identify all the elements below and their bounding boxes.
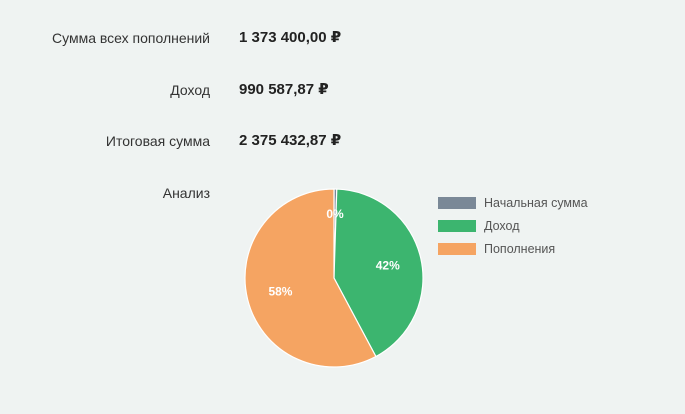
income-value: 990 587,87 ₽ xyxy=(239,81,329,98)
pie-label-deposits: 58% xyxy=(268,284,292,298)
income-row: Доход 990 587,87 ₽ xyxy=(0,80,685,104)
legend-item-initial-sum[interactable]: Начальная сумма xyxy=(438,195,588,211)
pie-label-income: 42% xyxy=(376,258,400,272)
legend-item-deposits[interactable]: Пополнения xyxy=(438,241,588,257)
legend-label: Пополнения xyxy=(484,242,556,256)
pie-chart: 0% 42% 58% xyxy=(244,188,424,368)
legend-label: Доход xyxy=(484,219,520,233)
legend-label: Начальная сумма xyxy=(484,196,588,210)
pie-slice-deposits[interactable] xyxy=(244,188,377,368)
pie-slice-income[interactable] xyxy=(333,188,424,358)
final-sum-row: Итоговая сумма 2 375 432,87 ₽ xyxy=(0,131,685,155)
total-deposits-label: Сумма всех пополнений xyxy=(51,30,210,46)
legend-item-income[interactable]: Доход xyxy=(438,218,588,234)
total-deposits-value: 1 373 400,00 ₽ xyxy=(239,29,342,46)
pie-label-initial-sum: 0% xyxy=(326,207,344,221)
analysis-label: Анализ xyxy=(162,185,210,201)
income-label: Доход xyxy=(170,82,210,98)
chart-legend: Начальная сумма Доход Пополнения xyxy=(438,195,588,264)
final-sum-label: Итоговая сумма xyxy=(105,133,210,149)
total-deposits-row: Сумма всех пополнений 1 373 400,00 ₽ xyxy=(0,28,685,52)
legend-swatch xyxy=(438,197,476,209)
final-sum-value: 2 375 432,87 ₽ xyxy=(239,132,342,149)
legend-swatch xyxy=(438,220,476,232)
legend-swatch xyxy=(438,243,476,255)
